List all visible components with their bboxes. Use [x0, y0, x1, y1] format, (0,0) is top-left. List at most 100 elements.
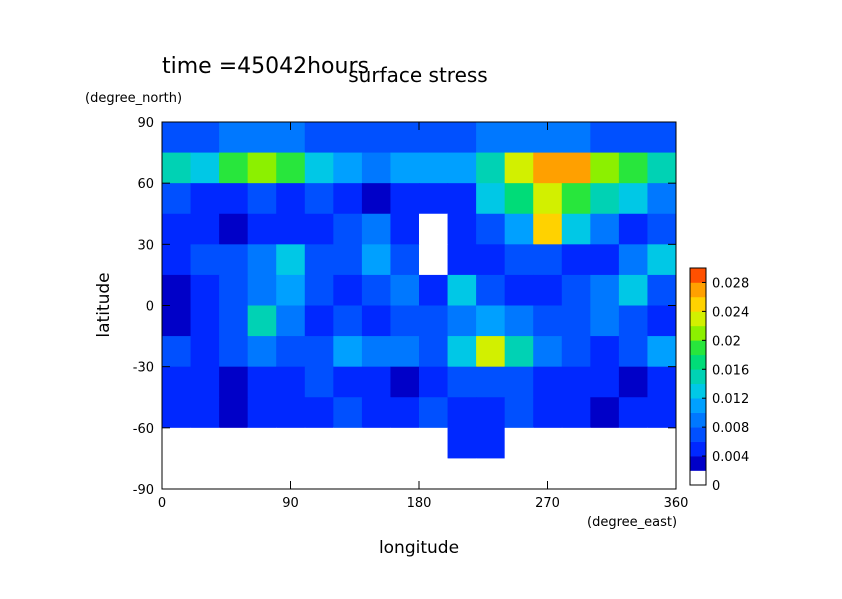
field-cell — [419, 183, 449, 215]
field-cell — [390, 152, 420, 184]
field-cell — [447, 213, 477, 245]
colorbar-bin — [690, 456, 706, 471]
field-cell — [561, 366, 591, 398]
field-cell — [647, 458, 677, 490]
field-cell — [361, 458, 391, 490]
field-cell — [618, 458, 648, 490]
field-cell — [219, 427, 249, 459]
field-cell — [447, 122, 477, 154]
field-cell — [190, 366, 220, 398]
field-cell — [219, 213, 249, 245]
field-cell — [647, 336, 677, 368]
colorbar-bin — [690, 296, 706, 312]
field-cell — [618, 366, 648, 398]
field-cell — [504, 336, 534, 368]
colorbar-bin — [690, 325, 706, 341]
colorbar-tick-label: 0.02 — [712, 334, 741, 349]
field-cell — [504, 152, 534, 184]
chart-title: surface stress — [348, 63, 487, 87]
field-cell — [476, 244, 506, 276]
field-cell — [247, 244, 277, 276]
colorbar-bin — [690, 398, 706, 413]
field-cell — [304, 244, 334, 276]
field-cell — [476, 305, 506, 337]
field-cell — [162, 336, 192, 368]
field-cell — [247, 183, 277, 215]
x-axis-label: longitude — [379, 538, 459, 558]
field-cell — [476, 152, 506, 184]
field-cell — [618, 152, 648, 184]
field-cell — [533, 427, 563, 459]
field-cell — [361, 183, 391, 215]
field-cell — [590, 244, 620, 276]
field-cell — [618, 427, 648, 459]
colorbar-bin — [690, 268, 706, 283]
colorbar-bin — [690, 311, 706, 327]
field-cell — [533, 152, 563, 184]
field-cell — [219, 152, 249, 184]
colorbar-tick-label: 0.024 — [712, 305, 749, 320]
field-cell — [533, 213, 563, 245]
field-cell — [533, 305, 563, 337]
field-cell — [276, 336, 306, 368]
field-cell — [190, 336, 220, 368]
field-cell — [390, 458, 420, 490]
field-cell — [361, 336, 391, 368]
field-cell — [219, 336, 249, 368]
field-cell — [304, 213, 334, 245]
field-cell — [447, 183, 477, 215]
field-cell — [476, 213, 506, 245]
field-cell — [276, 274, 306, 306]
field-cell — [190, 397, 220, 429]
field-cell — [390, 336, 420, 368]
field-cell — [162, 152, 192, 184]
field-cell — [333, 305, 363, 337]
field-cell — [447, 427, 477, 459]
field-cell — [419, 397, 449, 429]
field-cell — [333, 183, 363, 215]
y-unit: (degree_north) — [85, 91, 182, 106]
field-cell — [361, 152, 391, 184]
field-cell — [162, 305, 192, 337]
field-cell — [276, 213, 306, 245]
field-cell — [504, 458, 534, 490]
field-cell — [304, 183, 334, 215]
field-cell — [476, 458, 506, 490]
field-cell — [304, 152, 334, 184]
y-tick-label: -90 — [133, 483, 154, 498]
field — [162, 122, 677, 490]
field-cell — [190, 305, 220, 337]
field-cell — [276, 366, 306, 398]
field-cell — [190, 458, 220, 490]
field-cell — [247, 397, 277, 429]
field-cell — [247, 152, 277, 184]
field-cell — [647, 244, 677, 276]
colorbar-bin — [690, 427, 706, 442]
field-cell — [476, 122, 506, 154]
field-cell — [419, 152, 449, 184]
field-cell — [561, 305, 591, 337]
field-cell — [219, 366, 249, 398]
field-cell — [247, 274, 277, 306]
field-cell — [162, 397, 192, 429]
field-cell — [333, 152, 363, 184]
field-cell — [561, 397, 591, 429]
field-cell — [647, 366, 677, 398]
field-cell — [476, 397, 506, 429]
field-cell — [333, 397, 363, 429]
field-cell — [447, 336, 477, 368]
field-cell — [447, 244, 477, 276]
field-cell — [533, 244, 563, 276]
field-cell — [419, 458, 449, 490]
field-cell — [361, 274, 391, 306]
field-cell — [447, 366, 477, 398]
colorbar-tick-label: 0.012 — [712, 392, 749, 407]
field-cell — [276, 397, 306, 429]
field-cell — [447, 152, 477, 184]
field-cell — [561, 122, 591, 154]
colorbar-bin — [690, 441, 706, 457]
field-cell — [390, 122, 420, 154]
field-cell — [590, 305, 620, 337]
field-cell — [533, 183, 563, 215]
field-cell — [590, 152, 620, 184]
